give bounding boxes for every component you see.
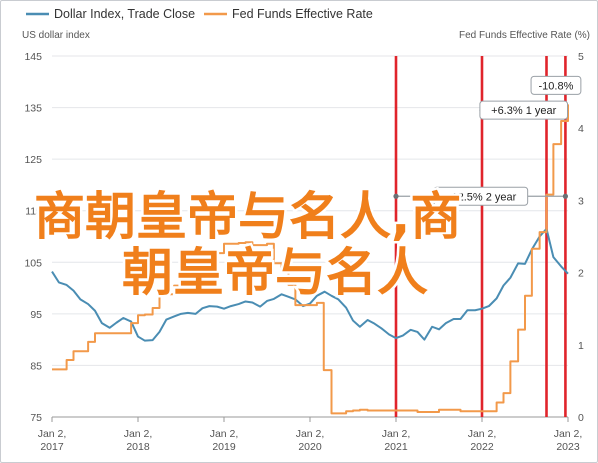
left-axis-ticks: 145 135 125 115 105 95 85 75 — [24, 51, 42, 424]
x-tick-label-line2: 2021 — [384, 441, 408, 453]
x-tick-label-line2: 2020 — [298, 441, 322, 453]
x-tick-label-line1: Jan 2, — [468, 428, 497, 440]
annotation-box — [433, 186, 529, 206]
series-line-fed-funds — [52, 104, 569, 415]
x-tick-label-line2: 2018 — [126, 441, 150, 453]
annotation-box — [530, 75, 582, 95]
x-tick-label-line1: Jan 2, — [38, 428, 67, 440]
left-axis-title: US dollar index — [22, 30, 90, 41]
annotation-box — [479, 100, 569, 120]
x-tick-label-line1: Jan 2, — [382, 428, 411, 440]
x-tick-label-line1: Jan 2, — [554, 428, 583, 440]
right-tick-label: 2 — [578, 268, 584, 280]
left-tick-label: 145 — [24, 51, 42, 63]
annotation-label: -10.8% — [539, 80, 574, 92]
legend-label-dollar: Dollar Index, Trade Close — [54, 7, 195, 21]
x-tick-label-line2: 2019 — [212, 441, 236, 453]
right-tick-label: 4 — [578, 123, 584, 135]
overlay-line-1: 商朝皇帝与名人,商 — [34, 188, 461, 247]
x-tick-label-line2: 2023 — [556, 441, 580, 453]
annotations: +12.5% 2 year +6.3% 1 year -10.8% — [393, 75, 582, 206]
right-tick-label: 0 — [578, 412, 584, 424]
series-lines — [51, 104, 569, 415]
x-tick-label-line2: 2022 — [470, 441, 494, 453]
legend: Dollar Index, Trade Close Fed Funds Effe… — [26, 7, 373, 21]
overlay-line-2: 朝皇帝与名人 — [122, 244, 428, 303]
x-tick-label-line2: 2017 — [40, 441, 64, 453]
overlay-caption: 商朝皇帝与名人,商 朝皇帝与名人 — [32, 186, 464, 306]
right-tick-label: 5 — [578, 51, 584, 63]
x-tick-label-line1: Jan 2, — [210, 428, 239, 440]
left-tick-label: 115 — [25, 206, 42, 218]
series-line-dollar-index — [51, 227, 569, 342]
right-axis-title: Fed Funds Effective Rate (%) — [459, 30, 590, 41]
right-tick-label: 3 — [578, 195, 584, 207]
legend-label-fed: Fed Funds Effective Rate — [232, 7, 373, 21]
annotation-label: +12.5% 2 year — [445, 191, 517, 203]
annotation-label: +6.3% 1 year — [491, 105, 556, 117]
annotation-endpoint — [393, 193, 399, 199]
left-tick-label: 105 — [24, 257, 42, 269]
annotation-endpoint — [562, 193, 569, 199]
x-tick-label-line1: Jan 2, — [296, 428, 325, 440]
left-tick-label: 95 — [30, 309, 42, 321]
left-tick-label: 75 — [30, 412, 42, 424]
x-tick-label-line1: Jan 2, — [124, 428, 153, 440]
left-tick-label: 125 — [24, 154, 42, 166]
right-axis-ticks: 5 4 3 2 1 0 — [578, 51, 584, 424]
left-tick-label: 135 — [24, 103, 42, 115]
left-tick-label: 85 — [30, 360, 42, 372]
right-tick-label: 1 — [578, 340, 584, 352]
